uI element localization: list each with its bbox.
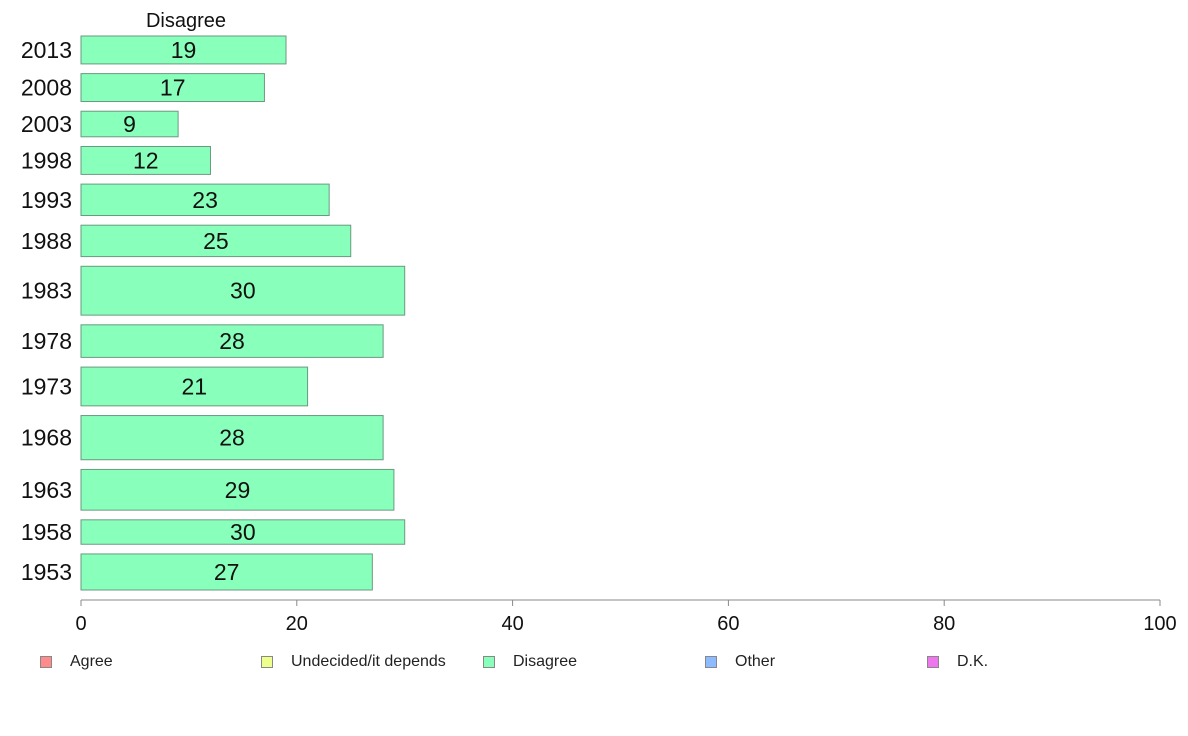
legend-item-undecided: Undecided/it depends xyxy=(261,650,446,674)
bar-1968 xyxy=(80,415,384,461)
bar-1973 xyxy=(80,366,309,407)
category-label-1993: 1993 xyxy=(21,187,72,213)
bar-1993 xyxy=(80,183,330,216)
legend-swatch-undecided xyxy=(261,656,273,668)
data-label-1993: 23 xyxy=(192,187,218,213)
bar-chart: Disagree 2013 19 2008 17 2003 9 1998 12 1993 23 19… xyxy=(21,10,1177,635)
data-label-2013: 19 xyxy=(171,37,197,63)
bar-1958 xyxy=(80,519,406,545)
bar-1998 xyxy=(80,145,211,175)
category-label-2003: 2003 xyxy=(21,111,72,137)
legend-item-other: Other xyxy=(705,650,775,674)
legend-label-agree: Agree xyxy=(70,653,113,670)
data-label-1963: 29 xyxy=(225,477,251,503)
legend: Agree Undecided/it depends Disagree Othe… xyxy=(0,650,1188,674)
legend-swatch-disagree xyxy=(483,656,495,668)
data-label-2008: 17 xyxy=(160,75,186,101)
category-label-1953: 1953 xyxy=(21,559,72,585)
category-label-1958: 1958 xyxy=(21,519,72,545)
category-label-1973: 1973 xyxy=(21,373,72,399)
bar-2003 xyxy=(80,110,179,138)
legend-swatch-dk xyxy=(927,656,939,668)
data-label-1978: 28 xyxy=(219,328,245,354)
data-label-1973: 21 xyxy=(181,373,207,399)
x-tick-label-60: 60 xyxy=(717,613,739,635)
data-label-1998: 12 xyxy=(133,147,159,173)
data-label-1983: 30 xyxy=(230,278,256,304)
x-tick-label-100: 100 xyxy=(1143,613,1176,635)
bar-1988 xyxy=(80,224,352,258)
data-label-2003: 9 xyxy=(123,111,136,137)
x-tick-label-40: 40 xyxy=(501,613,523,635)
x-tick-label-80: 80 xyxy=(933,613,955,635)
legend-item-agree: Agree xyxy=(40,650,113,674)
x-tick-label-20: 20 xyxy=(286,613,308,635)
bars-layer: 2013 19 2008 17 2003 9 1998 12 1993 23 1988 25 1983 3… xyxy=(21,35,406,591)
category-label-1988: 1988 xyxy=(21,228,72,254)
legend-label-undecided: Undecided/it depends xyxy=(291,653,446,670)
category-label-1998: 1998 xyxy=(21,147,72,173)
data-label-1988: 25 xyxy=(203,228,229,254)
category-label-1983: 1983 xyxy=(21,278,72,304)
bar-1963 xyxy=(80,468,395,511)
category-label-1968: 1968 xyxy=(21,425,72,451)
legend-item-dk: D.K. xyxy=(927,650,988,674)
legend-swatch-other xyxy=(705,656,717,668)
category-label-1978: 1978 xyxy=(21,328,72,354)
legend-swatch-agree xyxy=(40,656,52,668)
x-axis: 0 20 40 60 80 100 xyxy=(75,599,1177,635)
legend-label-dk: D.K. xyxy=(957,653,989,670)
category-label-1963: 1963 xyxy=(21,477,72,503)
data-label-1953: 27 xyxy=(214,559,240,585)
data-label-1968: 28 xyxy=(219,425,245,451)
legend-label-disagree: Disagree xyxy=(513,653,578,670)
category-label-2013: 2013 xyxy=(21,37,72,63)
x-tick-label-0: 0 xyxy=(75,613,86,635)
data-label-1958: 30 xyxy=(230,519,256,545)
category-label-2008: 2008 xyxy=(21,75,72,101)
panel-title: Disagree xyxy=(146,10,226,32)
bar-2008 xyxy=(80,73,265,103)
bar-1953 xyxy=(80,553,373,591)
bar-1978 xyxy=(80,324,384,358)
legend-item-disagree: Disagree xyxy=(483,650,577,674)
bar-2013 xyxy=(80,35,287,65)
legend-label-other: Other xyxy=(735,653,776,670)
bar-1983 xyxy=(80,265,406,316)
